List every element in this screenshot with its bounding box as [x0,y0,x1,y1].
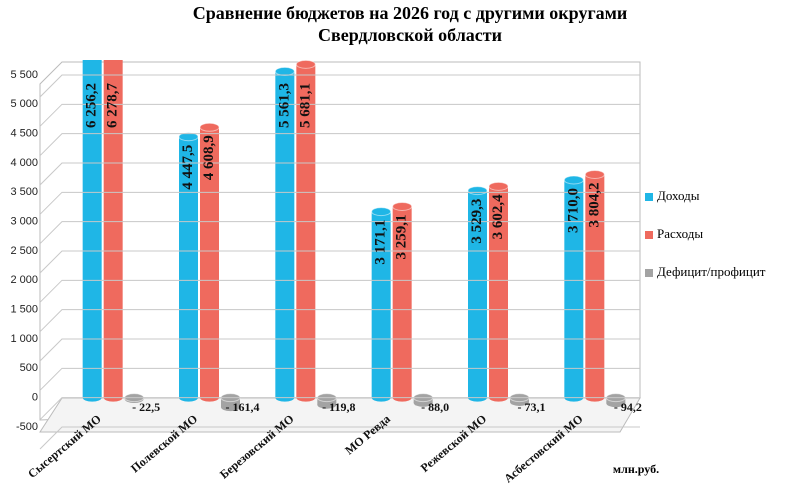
value-label: - 161,4 [226,400,260,414]
grid-line [39,279,640,303]
legend-label: Доходы [657,188,700,203]
value-label: 3 259,1 [394,214,410,259]
y-tick-label: 5 000 [10,98,38,110]
bar-top [295,60,316,69]
value-label: 5 561,3 [276,83,292,128]
legend-swatch [645,193,653,201]
bar [564,180,584,398]
bar-top [371,207,392,217]
bar-top [392,201,413,211]
y-tick-label: 1 500 [10,304,38,316]
bar [371,211,391,398]
value-label: 3 804,2 [586,182,602,227]
y-tick-label: 4 000 [10,157,38,169]
grid-line [39,397,640,421]
value-label: 6 278,7 [105,82,121,128]
y-tick-label: 2 000 [10,274,38,286]
bar [468,190,487,398]
y-tick-label: 0 [32,392,38,404]
grid-line [39,250,640,274]
legend-swatch [645,269,653,277]
value-label: - 73,1 [518,400,546,414]
value-label: 3 529,3 [469,199,485,244]
value-label: 3 710,0 [565,188,581,233]
legend-label: Дефицит/профицит [657,264,766,279]
bar-top [104,25,123,33]
wall [39,61,641,421]
y-tick-label: 3 500 [10,186,38,198]
grid-line [39,426,640,450]
value-label: - 22,5 [132,400,160,414]
y-tick-label: -500 [16,421,38,433]
bar-top [83,27,102,35]
value-label: - 88,0 [421,400,449,414]
bar-top [584,169,605,179]
y-tick-label: 4 500 [10,128,38,140]
value-label: 3 171,1 [373,220,389,265]
bar-base [317,400,337,409]
legend-label: Расходы [657,226,703,241]
y-tick-label: 2 500 [10,245,38,257]
chart-title: Сравнение бюджетов на 2026 год с другими… [193,3,628,23]
value-label: 4 608,9 [201,135,217,180]
grid-line [39,338,640,362]
grid-line [39,133,640,157]
bar-top [274,66,295,76]
bar-top [467,186,488,196]
bar [103,60,123,398]
value-label: 6 256,2 [84,83,100,128]
bar [179,136,198,398]
y-tick-label: 3 000 [10,216,38,228]
bar-top [488,181,509,191]
grid-line [39,367,640,391]
value-label: - 94,2 [614,400,642,414]
y-tick-label: 500 [20,362,38,374]
bar [392,206,412,398]
bar-top [563,175,584,185]
grid-line [39,162,640,186]
unit-note: млн.руб. [613,462,659,476]
y-tick-label: 5 500 [10,69,38,81]
bar [489,186,508,398]
value-label: 4 447,5 [180,145,196,190]
value-label: 3 602,4 [490,194,506,240]
grid-line [39,309,640,333]
bar-top [199,122,220,132]
bar [585,174,605,398]
grid-line [39,103,640,127]
bar [200,127,219,398]
grid-line [39,74,640,98]
grid-line [39,191,640,215]
bar-base [221,403,240,412]
bar-top [178,132,199,142]
bar [275,71,295,398]
legend-swatch [645,231,653,239]
value-label: 5 681,1 [297,83,313,128]
y-tick-label: 1 000 [10,333,38,345]
bar [82,60,102,398]
bar [221,397,240,408]
bars [82,25,626,412]
chart-subtitle: Свердловской области [318,25,502,45]
grid-line [39,221,640,245]
value-label: - 119,8 [322,400,355,414]
bar [296,64,316,398]
